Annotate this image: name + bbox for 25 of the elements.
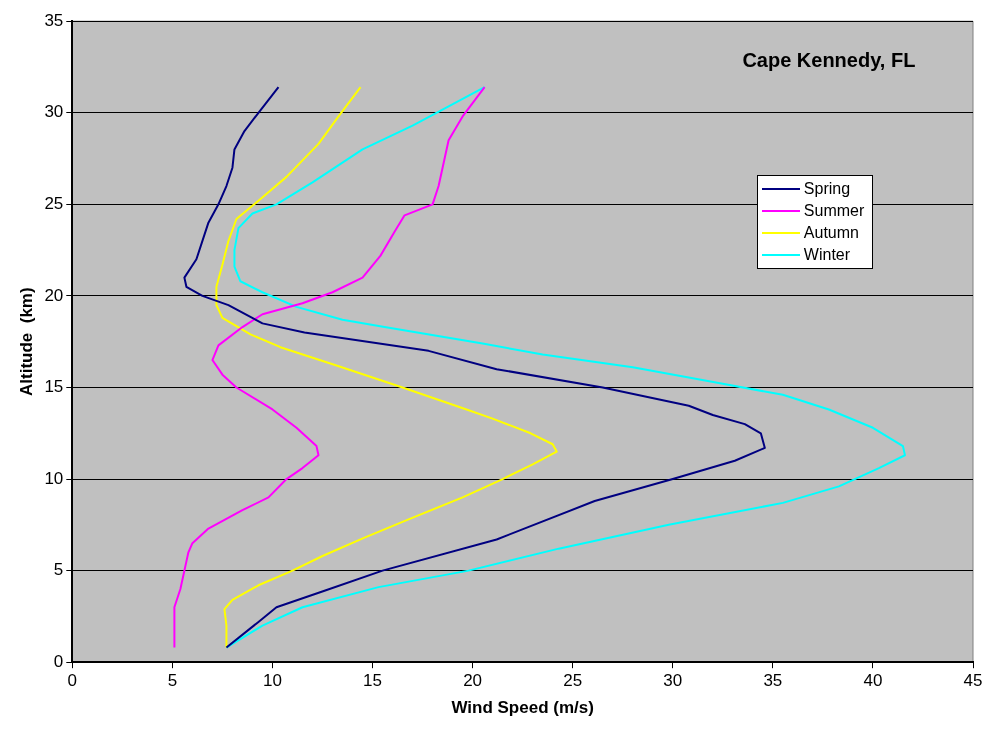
x-tick-label: 40 [863, 671, 883, 691]
x-tick-label: 30 [663, 671, 683, 691]
x-tick-label: 5 [167, 671, 178, 691]
text: Cape Kennedy, FL [742, 49, 916, 73]
x-tick-label: 25 [563, 671, 583, 691]
y-axis-title: Altitude (km) [16, 287, 36, 396]
x-tick-label: 45 [963, 671, 983, 691]
x-tick-label: 10 [263, 671, 282, 691]
x-tick-label: 0 [67, 671, 78, 691]
x-tick-label: 35 [763, 671, 783, 691]
legend-label: Winter [803, 246, 851, 265]
y-tick-label: 10 [44, 468, 64, 488]
x-axis-title: Wind Speed (m/s) [451, 698, 594, 718]
y-tick-label: 30 [44, 102, 64, 122]
legend-label: Spring [803, 180, 851, 199]
x-tick-label: 15 [363, 671, 382, 691]
legend-label: Summer [803, 202, 865, 221]
y-tick-label: 20 [44, 285, 64, 305]
y-tick-label: 15 [44, 377, 64, 397]
legend-label: Autumn [803, 224, 859, 243]
y-tick-label: 25 [44, 194, 64, 214]
y-tick-label: 35 [44, 10, 64, 30]
y-tick-label: 5 [53, 560, 64, 580]
x-tick-label: 20 [463, 671, 483, 691]
y-tick-label: 0 [53, 651, 64, 671]
